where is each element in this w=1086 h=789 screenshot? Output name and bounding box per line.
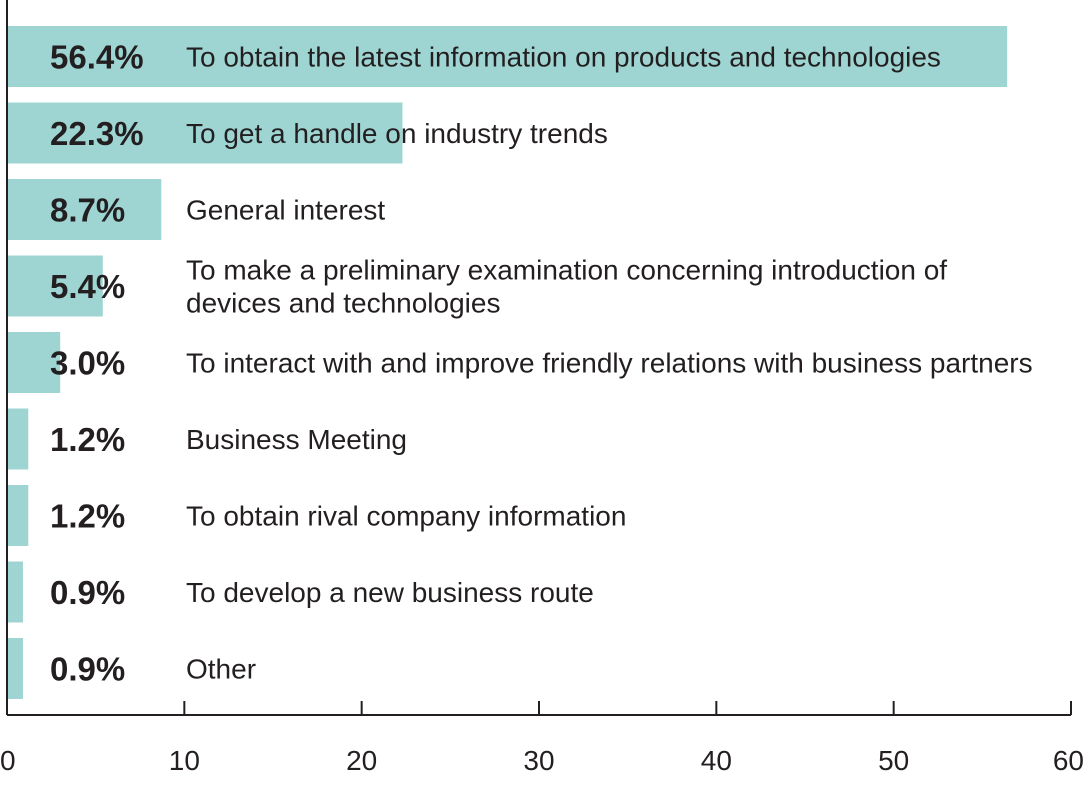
bar-category-label: General interest <box>186 195 385 226</box>
bar <box>7 638 23 699</box>
bar-value-label: 0.9% <box>50 574 125 611</box>
x-tick-label: 60 <box>1053 745 1084 776</box>
bar <box>7 485 29 546</box>
x-tick-label: 30 <box>523 745 554 776</box>
bars-group <box>7 26 1008 699</box>
bar-category-label: To get a handle on industry trends <box>186 118 608 149</box>
bar <box>7 102 403 164</box>
x-tick-label: 50 <box>878 745 909 776</box>
bar-value-label: 56.4% <box>50 39 144 76</box>
bar-value-label: 8.7% <box>50 192 125 229</box>
x-tick-label: 20 <box>346 745 377 776</box>
bar-value-label: 1.2% <box>50 421 125 458</box>
bar-category-label: Other <box>186 654 256 685</box>
bar-category-label: To make a preliminary examination concer… <box>186 255 947 319</box>
bar-value-label: 3.0% <box>50 345 125 382</box>
bar <box>7 332 61 393</box>
x-tick-label: 40 <box>701 745 732 776</box>
category-label-line: To make a preliminary examination concer… <box>186 255 947 286</box>
x-tick-label: 10 <box>169 745 200 776</box>
x-tick-label: 0 <box>0 745 16 776</box>
bar <box>7 179 162 240</box>
bar <box>7 26 1008 87</box>
x-ticks-group: 0 10 20 30 40 50 60 <box>0 701 1084 776</box>
value-labels-group: 56.4% 22.3% 8.7% 5.4% 3.0% 1.2% 1.2% 0.9% 0.9% <box>50 39 144 688</box>
bar-value-label: 1.2% <box>50 498 125 535</box>
bar <box>7 561 23 623</box>
bar-category-label: To obtain rival company information <box>186 501 626 532</box>
bar-category-label: Business Meeting <box>186 424 407 455</box>
bar <box>7 255 103 317</box>
bar-value-label: 5.4% <box>50 268 125 305</box>
bar-value-label: 0.9% <box>50 651 125 688</box>
bar-category-label: To develop a new business route <box>186 577 594 608</box>
category-labels-group: To obtain the latest information on prod… <box>186 42 1033 685</box>
bar-category-label: To interact with and improve friendly re… <box>186 348 1033 379</box>
bar-value-label: 22.3% <box>50 115 144 152</box>
bar <box>7 408 29 470</box>
category-label-line: devices and technologies <box>186 288 500 319</box>
bar-category-label: To obtain the latest information on prod… <box>186 42 941 73</box>
